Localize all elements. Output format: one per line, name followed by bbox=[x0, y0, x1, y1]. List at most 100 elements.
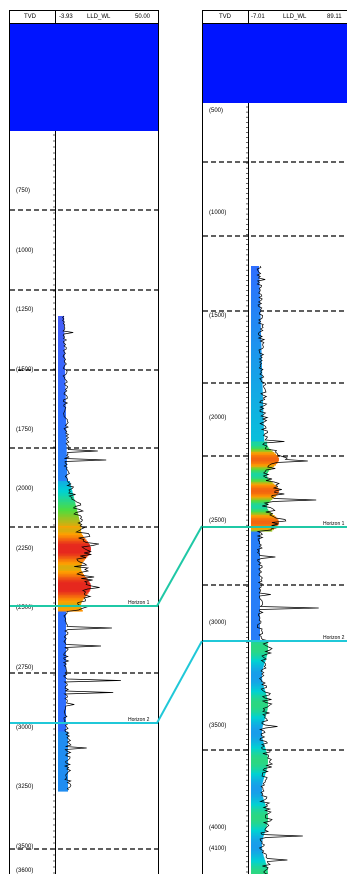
log-fill-band bbox=[251, 428, 264, 430]
log-fill-band bbox=[251, 842, 263, 844]
log-fill-band bbox=[58, 706, 66, 708]
log-fill-band bbox=[251, 755, 268, 757]
log-fill-band bbox=[58, 478, 68, 480]
depth-tick-label: (3250) bbox=[16, 784, 34, 791]
log-fill-band bbox=[58, 568, 82, 570]
log-fill-band bbox=[251, 410, 264, 412]
log-fill-band bbox=[58, 437, 67, 440]
log-fill-band bbox=[58, 649, 66, 651]
log-fill-band bbox=[251, 825, 267, 828]
log-fill-band bbox=[251, 329, 261, 331]
log-fill-band bbox=[251, 524, 279, 526]
log-fill-band bbox=[251, 294, 260, 297]
log-fill-band bbox=[251, 437, 265, 439]
log-fill-band bbox=[251, 300, 261, 303]
log-fill-band bbox=[251, 558, 260, 561]
log-fill-band bbox=[58, 623, 66, 626]
log-fill-band bbox=[58, 656, 66, 659]
log-fill-band bbox=[58, 317, 65, 320]
log-fill-band bbox=[251, 810, 268, 813]
log-fill-band bbox=[251, 354, 262, 357]
log-fill-band bbox=[251, 468, 271, 471]
log-fill-band bbox=[251, 665, 264, 667]
log-fill-band bbox=[58, 695, 66, 698]
log-fill-band bbox=[251, 390, 263, 393]
log-fill-band bbox=[251, 617, 260, 619]
log-fill-band bbox=[251, 705, 268, 708]
log-fill-band bbox=[58, 779, 68, 782]
log-fill-band bbox=[251, 420, 264, 423]
log-min-value: -7.01 bbox=[251, 14, 265, 20]
log-fill-band bbox=[58, 788, 68, 791]
log-fill-band bbox=[58, 655, 66, 657]
log-fill-band bbox=[251, 509, 269, 511]
log-fill-band bbox=[251, 431, 264, 433]
log-fill-band bbox=[251, 449, 271, 451]
log-fill-band bbox=[251, 542, 260, 544]
log-name-label: LLD_WL bbox=[283, 14, 307, 20]
log-fill-band bbox=[58, 368, 66, 371]
well-track-right[interactable]: TVD -7.01 LLD_WL 89.11 (500) (1000) (1500)… bbox=[202, 10, 347, 874]
log-fill-band bbox=[58, 667, 66, 669]
log-fill-band bbox=[58, 442, 67, 444]
log-fill-band bbox=[251, 551, 260, 553]
log-fill-band bbox=[58, 583, 91, 585]
log-fill-band bbox=[251, 803, 266, 805]
depth-tick-label: (2500) bbox=[209, 517, 227, 524]
log-fill-band bbox=[251, 299, 260, 301]
log-fill-band bbox=[251, 863, 267, 865]
log-fill-band bbox=[58, 383, 66, 386]
log-fill-band bbox=[251, 473, 268, 475]
log-fill-band bbox=[251, 516, 277, 519]
log-fill-band bbox=[58, 593, 88, 596]
log-fill-band bbox=[251, 852, 263, 855]
log-fill-band bbox=[58, 316, 64, 318]
log-fill-band bbox=[251, 459, 279, 462]
log-fill-band bbox=[251, 458, 279, 460]
log-fill-band bbox=[251, 287, 260, 289]
log-fill-band bbox=[251, 620, 260, 622]
log-fill-band bbox=[58, 670, 66, 672]
log-fill-band bbox=[251, 384, 263, 387]
depth-tick-label: (500) bbox=[209, 108, 224, 114]
log-fill-band bbox=[251, 272, 260, 274]
log-fill-band bbox=[251, 273, 260, 276]
log-fill-band bbox=[251, 578, 260, 580]
log-fill-band bbox=[251, 651, 268, 654]
log-fill-band bbox=[251, 855, 264, 858]
log-fill-band bbox=[58, 596, 86, 599]
log-fill-band bbox=[251, 771, 266, 774]
log-fill-band bbox=[251, 381, 263, 384]
depth-header-label: TVD bbox=[219, 14, 231, 20]
log-fill-band bbox=[58, 781, 68, 783]
log-fill-band bbox=[58, 599, 83, 602]
log-fill-band bbox=[251, 609, 260, 612]
log-fill-band bbox=[251, 278, 260, 280]
log-fill-band bbox=[251, 786, 263, 789]
log-curve-left: Horizon 1 Horizon 2 bbox=[10, 134, 158, 874]
log-fill-band bbox=[58, 718, 66, 720]
log-fill-band bbox=[58, 530, 82, 533]
log-fill-band bbox=[251, 306, 261, 309]
log-fill-band bbox=[251, 393, 263, 396]
log-fill-band bbox=[251, 659, 266, 661]
log-fill-band bbox=[58, 647, 66, 650]
log-fill-band bbox=[58, 448, 67, 450]
log-fill-band bbox=[251, 746, 265, 748]
log-fill-band bbox=[251, 725, 263, 727]
log-fill-band bbox=[251, 554, 260, 556]
well-track-left[interactable]: TVD -3.93 LLD_WL 50.00 (750) (1000) (1250)… bbox=[9, 10, 159, 874]
log-fill-band bbox=[58, 326, 65, 329]
log-fill-band bbox=[58, 773, 68, 776]
log-fill-band bbox=[58, 592, 89, 594]
log-fill-band bbox=[58, 571, 83, 573]
log-fill-band bbox=[251, 336, 262, 339]
log-fill-band bbox=[58, 385, 66, 387]
log-fill-band bbox=[251, 357, 262, 360]
log-fill-band bbox=[251, 723, 264, 726]
log-fill-band bbox=[251, 627, 260, 630]
log-fill-band bbox=[251, 534, 260, 537]
log-fill-band bbox=[251, 501, 270, 504]
log-fill-band bbox=[251, 618, 260, 621]
log-fill-band bbox=[58, 412, 66, 414]
